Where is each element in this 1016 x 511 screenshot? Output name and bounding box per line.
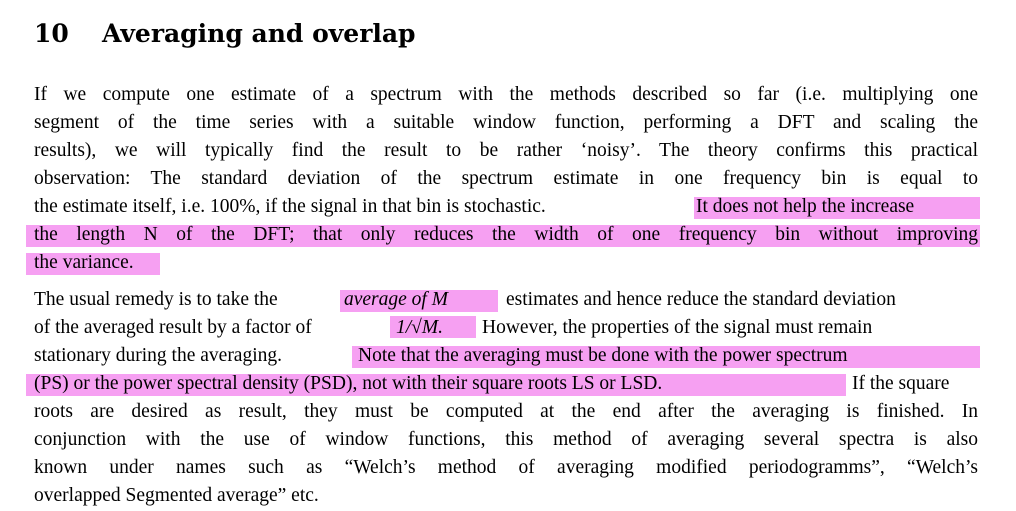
- highlight-mark: [352, 346, 980, 368]
- highlight-mark: [26, 253, 160, 275]
- highlight-mark: [340, 290, 498, 312]
- text-line: stationary during the averaging. Note th…: [34, 342, 978, 370]
- highlighted-text: Note that the averaging must be done wit…: [358, 345, 848, 366]
- highlighted-text: It does not help the increase: [696, 196, 915, 217]
- plain-text: However, the properties of the signal mu…: [482, 317, 873, 338]
- plain-text: estimates and hence reduce the standard …: [506, 289, 896, 310]
- plain-text: stationary during the averaging.: [34, 345, 283, 366]
- text-line: The usual remedy is to take the average …: [34, 286, 978, 314]
- section-title: Averaging and overlap: [102, 19, 416, 48]
- highlight-mark: [390, 316, 476, 338]
- text-line: observation: The standard deviation of t…: [34, 168, 978, 189]
- highlighted-text: the variance.: [34, 252, 134, 273]
- text-line: the estimate itself, i.e. 100%, if the s…: [34, 193, 978, 221]
- text-line: overlapped Segmented average” etc.: [34, 485, 319, 506]
- highlighted-text: (PS) or the power spectral density (PSD)…: [34, 373, 663, 394]
- highlighted-text: 1/√M.: [396, 317, 443, 338]
- text-line: If we compute one estimate of a spectrum…: [34, 84, 978, 105]
- plain-text: If the square: [852, 373, 950, 394]
- text-line: segment of the time series with a suitab…: [34, 112, 978, 133]
- plain-text: of the averaged result by a factor of: [34, 317, 312, 338]
- plain-text: The usual remedy is to take the: [34, 289, 278, 310]
- highlight-mark: [26, 225, 980, 247]
- highlight-mark: [694, 197, 980, 219]
- section-heading: 10 Averaging and overlap: [34, 17, 416, 51]
- text-line: roots are desired as result, they must b…: [34, 401, 978, 422]
- section-number: 10: [34, 19, 69, 48]
- highlighted-text: the length N of the DFT; that only reduc…: [34, 224, 978, 245]
- text-line: results), we will typically find the res…: [34, 140, 978, 161]
- text-line: of the averaged result by a factor of 1/…: [34, 314, 978, 342]
- text-line: conjunction with the use of window funct…: [34, 429, 978, 450]
- text-line: (PS) or the power spectral density (PSD)…: [34, 370, 978, 398]
- text-line: known under names such as “Welch’s metho…: [34, 457, 978, 478]
- highlighted-text: average of M: [344, 289, 448, 310]
- highlight-mark: [26, 374, 846, 396]
- plain-text: the estimate itself, i.e. 100%, if the s…: [34, 196, 546, 217]
